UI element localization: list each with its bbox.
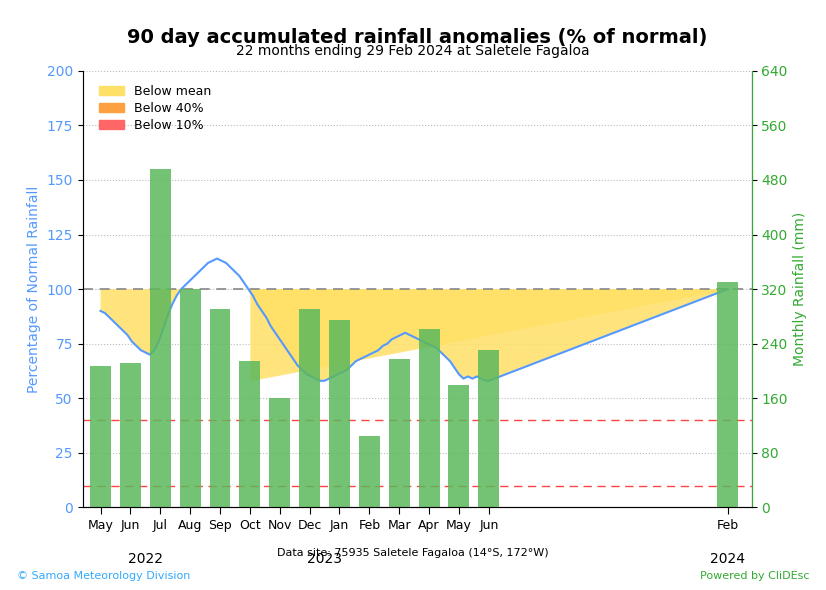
Y-axis label: Monthly Rainfall (mm): Monthly Rainfall (mm)	[794, 212, 808, 366]
Bar	[419, 329, 439, 507]
Text: Powered by CliDEsc: Powered by CliDEsc	[700, 571, 809, 581]
Title: 90 day accumulated rainfall anomalies (% of normal): 90 day accumulated rainfall anomalies (%…	[127, 28, 707, 47]
Text: 22 months ending 29 Feb 2024 at Saletele Fagaloa: 22 months ending 29 Feb 2024 at Saletele…	[236, 44, 590, 58]
Bar	[90, 365, 111, 507]
Bar	[449, 385, 469, 507]
Legend: Below mean, Below 40%, Below 10%: Below mean, Below 40%, Below 10%	[96, 81, 216, 136]
Bar	[717, 282, 738, 507]
Text: 2022: 2022	[128, 552, 163, 566]
Text: Data site: 75935 Saletele Fagaloa (14°S, 172°W): Data site: 75935 Saletele Fagaloa (14°S,…	[278, 548, 548, 558]
Bar	[150, 169, 171, 507]
Y-axis label: Percentage of Normal Rainfall: Percentage of Normal Rainfall	[27, 185, 41, 393]
Bar	[269, 398, 290, 507]
Bar	[299, 309, 320, 507]
Bar	[180, 289, 201, 507]
Bar	[389, 359, 410, 507]
Bar	[358, 436, 380, 507]
Text: 2024: 2024	[710, 552, 745, 566]
Bar	[210, 309, 230, 507]
Bar	[329, 320, 350, 507]
Bar	[240, 362, 260, 507]
Bar	[478, 350, 499, 507]
Text: © Samoa Meteorology Division: © Samoa Meteorology Division	[17, 571, 190, 581]
Text: 2023: 2023	[307, 552, 342, 566]
Bar	[120, 363, 141, 507]
